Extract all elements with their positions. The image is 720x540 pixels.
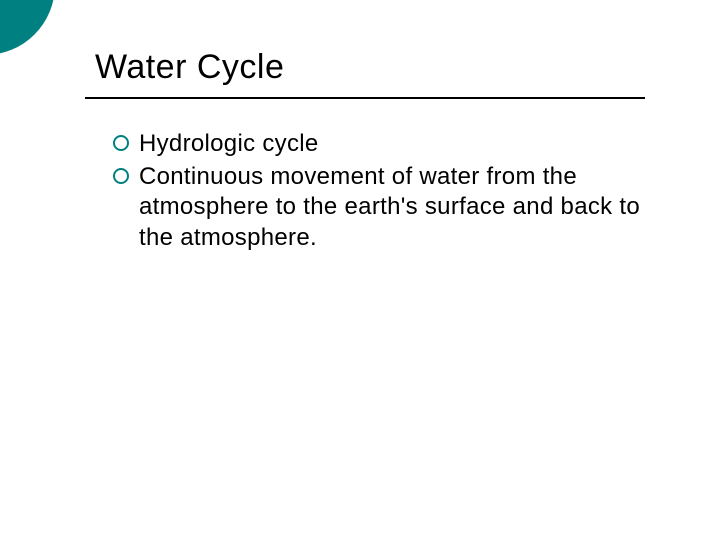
bullet-list: Hydrologic cycle Continuous movement of … bbox=[113, 129, 660, 254]
bullet-open-circle-icon bbox=[113, 135, 129, 151]
slide-title: Water Cycle bbox=[95, 48, 660, 97]
list-item: Hydrologic cycle bbox=[113, 129, 660, 160]
title-underline bbox=[85, 97, 645, 99]
bullet-open-circle-icon bbox=[113, 168, 129, 184]
bullet-text: Hydrologic cycle bbox=[139, 129, 319, 160]
list-item: Continuous movement of water from the at… bbox=[113, 162, 660, 254]
slide-content: Water Cycle Hydrologic cycle Continuous … bbox=[95, 48, 660, 256]
bullet-text: Continuous movement of water from the at… bbox=[139, 162, 660, 254]
corner-accent-circle bbox=[0, 0, 55, 55]
